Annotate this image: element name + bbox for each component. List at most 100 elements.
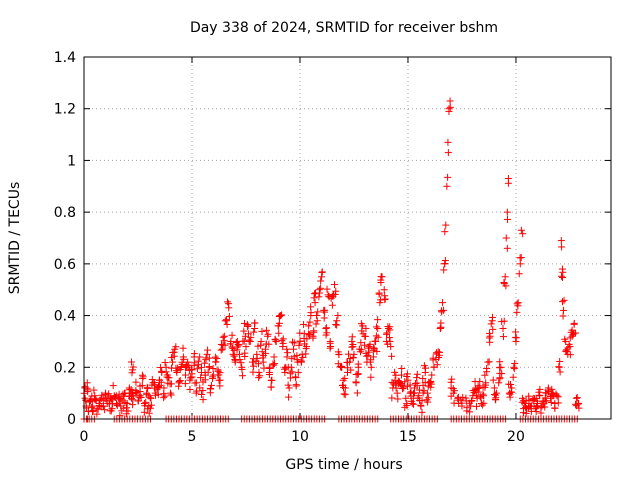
data-point xyxy=(272,337,280,345)
data-point xyxy=(209,373,217,381)
data-point xyxy=(466,408,474,416)
data-point xyxy=(496,358,504,366)
data-point xyxy=(472,402,480,410)
data-point xyxy=(449,385,457,393)
data-point xyxy=(231,356,239,364)
data-point xyxy=(482,381,490,389)
data-point xyxy=(113,400,121,408)
data-point xyxy=(198,390,206,398)
data-point xyxy=(517,226,525,234)
data-point xyxy=(270,361,278,369)
data-point xyxy=(166,380,174,388)
data-point xyxy=(573,394,581,402)
data-point xyxy=(331,281,339,289)
data-point xyxy=(563,348,571,356)
data-point xyxy=(444,173,452,181)
data-point xyxy=(311,290,319,298)
data-point xyxy=(357,346,365,354)
data-point xyxy=(144,385,152,393)
data-point xyxy=(391,376,399,384)
data-point xyxy=(225,312,233,320)
data-point xyxy=(234,340,242,348)
data-point xyxy=(240,327,248,335)
data-point xyxy=(316,284,324,292)
data-point xyxy=(96,396,104,404)
data-point xyxy=(382,330,390,338)
data-point xyxy=(193,387,201,395)
data-point xyxy=(341,391,349,399)
data-point xyxy=(222,316,230,324)
data-point xyxy=(353,389,361,397)
data-point xyxy=(144,405,152,413)
data-point xyxy=(394,395,402,403)
x-tick-label: 5 xyxy=(188,429,197,445)
data-point xyxy=(486,332,494,340)
data-point xyxy=(513,308,521,316)
data-point xyxy=(348,343,356,351)
data-point xyxy=(495,379,503,387)
data-point xyxy=(380,286,388,294)
data-point xyxy=(305,322,313,330)
data-point xyxy=(205,354,213,362)
data-point xyxy=(513,300,521,308)
x-tick-labels: 0 5 10 15 20 xyxy=(80,429,525,445)
data-point xyxy=(478,401,486,409)
data-point xyxy=(501,273,509,281)
data-point xyxy=(218,345,226,353)
data-point xyxy=(357,320,365,328)
data-point xyxy=(364,351,372,359)
data-point xyxy=(253,355,261,363)
data-point xyxy=(370,344,378,352)
data-point xyxy=(375,290,383,298)
data-point xyxy=(387,343,395,351)
data-point xyxy=(525,392,533,400)
data-point xyxy=(223,320,231,328)
data-point xyxy=(292,373,300,381)
data-point xyxy=(312,320,320,328)
data-point xyxy=(498,370,506,378)
data-point xyxy=(372,323,380,331)
data-point xyxy=(302,350,310,358)
data-point xyxy=(155,383,163,391)
data-point xyxy=(509,373,517,381)
data-point xyxy=(536,385,544,393)
data-point xyxy=(462,394,470,402)
data-point xyxy=(262,326,270,334)
data-point xyxy=(180,355,188,363)
data-point xyxy=(138,381,146,389)
data-point xyxy=(489,325,497,333)
data-point xyxy=(183,361,191,369)
data-point xyxy=(539,398,547,406)
data-point xyxy=(496,375,504,383)
data-point xyxy=(441,260,449,268)
data-point xyxy=(358,327,366,335)
data-point xyxy=(363,352,371,360)
data-point xyxy=(557,237,565,245)
data-point xyxy=(492,394,500,402)
data-point xyxy=(129,396,137,404)
data-point xyxy=(262,349,270,357)
data-point xyxy=(510,363,518,371)
data-point xyxy=(522,409,530,417)
data-point xyxy=(160,394,168,402)
data-point xyxy=(133,389,141,397)
data-point xyxy=(290,339,298,347)
data-point xyxy=(388,394,396,402)
data-point xyxy=(186,385,194,393)
data-point xyxy=(551,404,559,412)
data-point xyxy=(278,337,286,345)
data-point xyxy=(176,377,184,385)
data-point xyxy=(175,377,183,385)
data-point xyxy=(556,368,564,376)
data-point xyxy=(284,381,292,389)
data-point xyxy=(444,138,452,146)
y-tick-label: 0 xyxy=(67,412,76,428)
data-point xyxy=(532,403,540,411)
data-point xyxy=(437,319,445,327)
data-points xyxy=(80,97,583,423)
data-point xyxy=(486,329,494,337)
data-point xyxy=(442,221,450,229)
data-point xyxy=(172,364,180,372)
data-point xyxy=(265,368,273,376)
data-point xyxy=(326,339,334,347)
